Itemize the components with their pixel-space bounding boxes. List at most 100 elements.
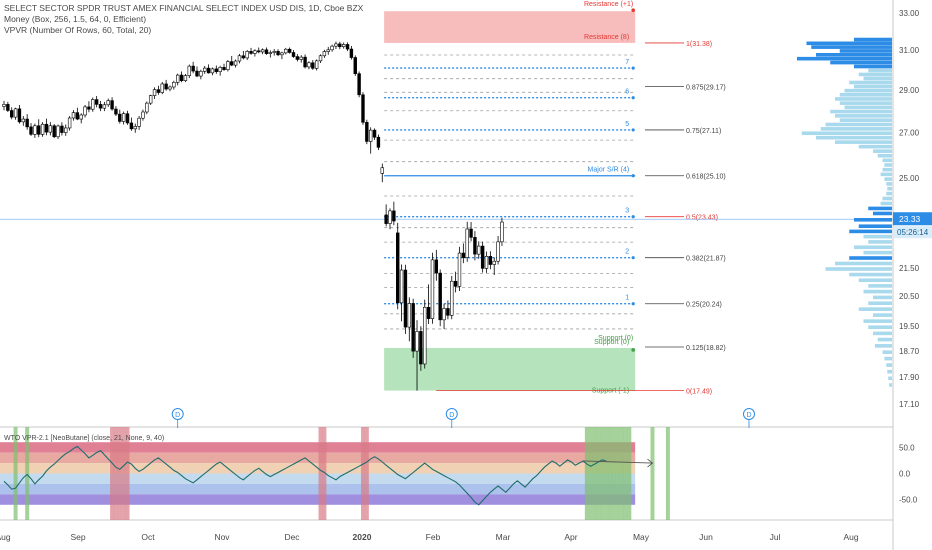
volume-bar-50 xyxy=(825,267,892,271)
time-label-9: May xyxy=(633,532,650,542)
candle-body-3 xyxy=(13,108,18,118)
current-price-badge xyxy=(893,212,932,226)
volume-bar-41 xyxy=(854,218,892,222)
candle-body-77 xyxy=(299,56,303,60)
time-label-1: Sep xyxy=(70,532,85,542)
box-level-dot-5 xyxy=(631,215,635,219)
candle-body-84 xyxy=(326,49,330,52)
candle-body-53 xyxy=(206,67,211,74)
candle-body-12 xyxy=(48,125,53,133)
volume-bar-10 xyxy=(863,76,892,81)
box-level-label-5: 3 xyxy=(625,208,629,215)
volume-bar-9 xyxy=(858,72,892,77)
candle-body-103 xyxy=(399,269,404,304)
candle-body-42 xyxy=(164,83,168,90)
volume-bar-31 xyxy=(882,167,892,172)
osc-green-marker-9 xyxy=(611,427,616,520)
candle-body-36 xyxy=(141,111,145,119)
time-label-6: Feb xyxy=(426,532,441,542)
candle-body-93 xyxy=(361,94,365,123)
price-tick-3: 27.00 xyxy=(899,128,920,137)
volume-bar-45 xyxy=(868,240,892,244)
box-level-label-6: 2 xyxy=(625,249,629,256)
candle-body-126 xyxy=(488,256,493,265)
fib-label-0: 1(31.38) xyxy=(686,41,712,48)
volume-bar-3 xyxy=(839,49,892,53)
dividend-label-2: D xyxy=(746,412,751,419)
fib-label-7: 0.125(18.82) xyxy=(686,345,726,352)
osc-green-marker-8 xyxy=(608,427,613,520)
candle-body-92 xyxy=(357,73,361,96)
volume-bar-0 xyxy=(854,37,892,42)
candle-body-109 xyxy=(423,306,427,365)
volume-bar-58 xyxy=(873,313,892,317)
candle-body-8 xyxy=(33,125,37,135)
candle-body-21 xyxy=(83,106,87,116)
candle-body-116 xyxy=(450,280,454,316)
candle-body-94 xyxy=(365,121,369,142)
volume-bar-15 xyxy=(835,97,892,101)
volume-bar-23 xyxy=(801,131,892,136)
price-tick-2: 29.00 xyxy=(899,86,920,95)
price-tick-11: 17.10 xyxy=(899,400,920,409)
candle-body-1 xyxy=(6,104,10,111)
osc-pink-marker-8 xyxy=(364,427,369,520)
candle-body-122 xyxy=(473,237,477,255)
volume-bar-63 xyxy=(874,344,892,348)
candle-body-41 xyxy=(160,83,164,93)
candle-body-90 xyxy=(349,48,354,58)
candle-body-31 xyxy=(121,113,126,122)
resistance-zone xyxy=(384,11,636,43)
candle-body-16 xyxy=(64,127,68,133)
candle-body-39 xyxy=(152,89,157,96)
candle-body-71 xyxy=(276,51,280,56)
volume-bar-59 xyxy=(863,319,892,323)
candle-body-23 xyxy=(91,99,95,110)
candle-body-75 xyxy=(291,52,296,57)
osc-band-3 xyxy=(0,473,636,484)
candle-body-120 xyxy=(465,228,469,258)
support-marker xyxy=(631,348,635,352)
volume-bar-40 xyxy=(873,211,892,216)
candle-body-5 xyxy=(21,118,25,123)
candle-body-17 xyxy=(67,117,72,129)
candle-body-100 xyxy=(388,210,392,224)
price-tick-7: 20.50 xyxy=(899,292,920,301)
candle-body-81 xyxy=(314,60,319,69)
osc-green-marker-7 xyxy=(604,427,609,520)
dividend-marker-1 xyxy=(445,408,458,420)
box-level-label-8: Support (0) xyxy=(594,339,629,346)
candle-body-70 xyxy=(272,51,276,53)
candle-body-2 xyxy=(10,110,14,118)
candle-body-64 xyxy=(249,51,253,54)
osc-green-marker-2 xyxy=(584,427,589,520)
osc-trend-arrow xyxy=(582,460,653,464)
time-label-8: Apr xyxy=(564,532,577,542)
candle-body-50 xyxy=(195,70,199,77)
volume-bar-46 xyxy=(854,245,892,250)
volume-bar-64 xyxy=(882,350,892,354)
volume-bar-1 xyxy=(806,41,892,46)
candle-body-55 xyxy=(214,68,218,72)
volume-bar-44 xyxy=(863,234,892,239)
candle-body-74 xyxy=(287,48,292,53)
volume-bar-35 xyxy=(887,186,892,191)
volume-bar-21 xyxy=(825,122,892,127)
candle-body-117 xyxy=(453,280,458,287)
fib-label-3: 0.618(25.10) xyxy=(686,174,726,181)
fib-label-2: 0.75(27.11) xyxy=(686,128,721,135)
time-label-4: Dec xyxy=(284,532,300,542)
candle-body-80 xyxy=(311,62,315,69)
current-price-label: 23.33 xyxy=(899,214,921,224)
volume-bar-30 xyxy=(884,163,892,167)
candle-body-89 xyxy=(345,44,350,50)
candle-body-68 xyxy=(264,49,269,54)
candle-body-104 xyxy=(403,269,408,328)
volume-bar-6 xyxy=(830,60,892,65)
candle-body-86 xyxy=(334,43,338,47)
box-level-dot-7 xyxy=(631,302,635,306)
candle-body-119 xyxy=(461,252,466,258)
candle-body-52 xyxy=(203,67,207,72)
osc-band-0 xyxy=(0,442,636,453)
